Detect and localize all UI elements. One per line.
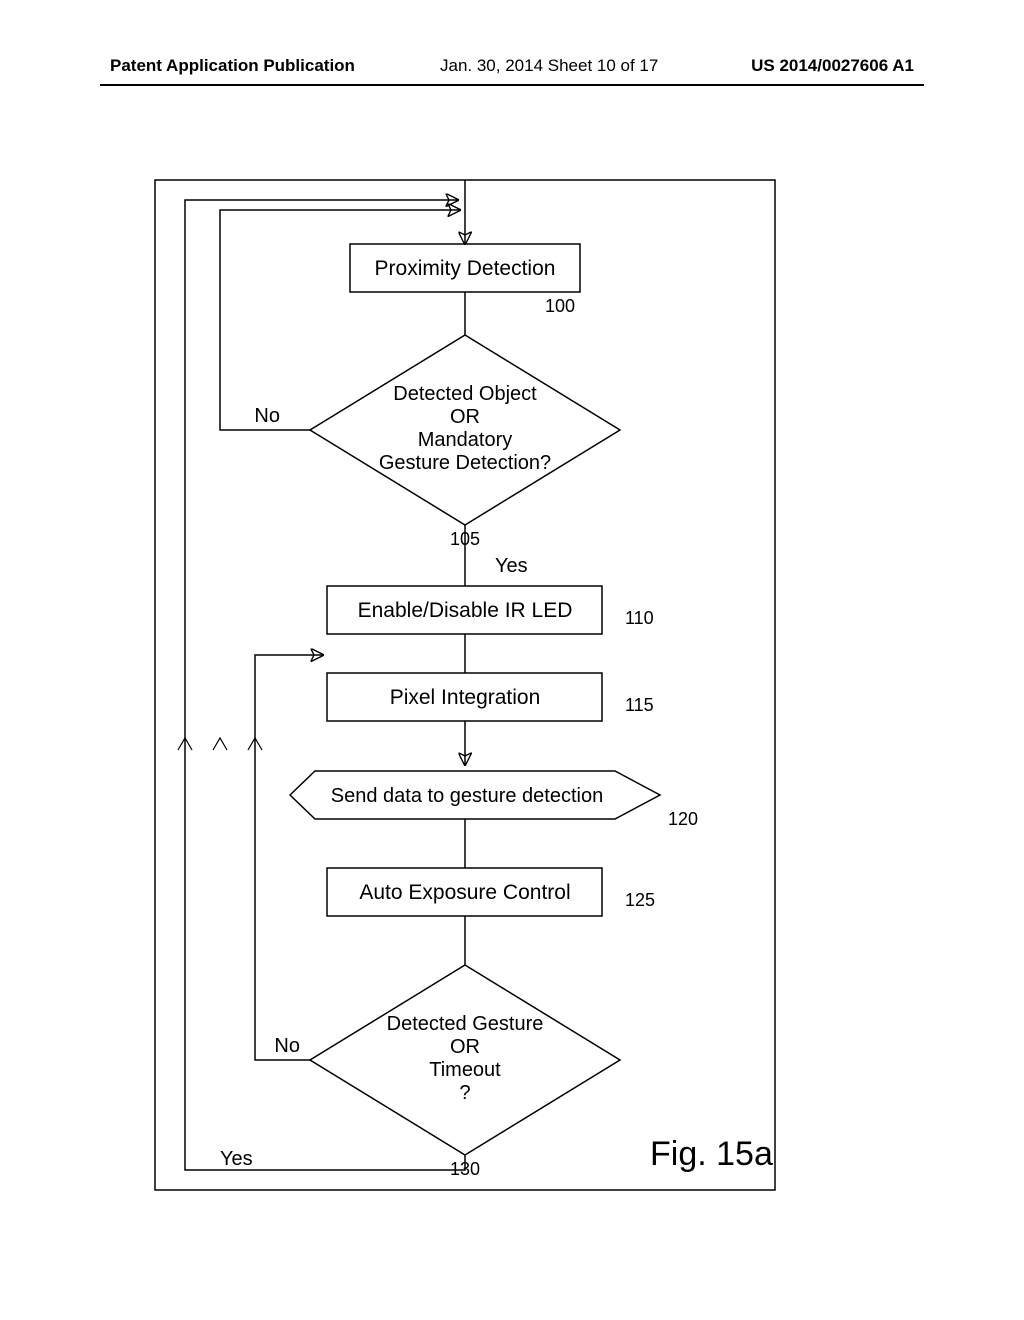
node-send-data-label: Send data to gesture detection <box>331 785 603 807</box>
node-125-ref: 125 <box>625 890 655 910</box>
loop-arrow-marker-mid <box>213 738 227 750</box>
node-110-ref: 110 <box>625 608 654 628</box>
edge-130-no-label: No <box>274 1035 300 1057</box>
edge-130-no-loop <box>255 655 323 1060</box>
edge-105-no-label: No <box>254 405 280 427</box>
node-130-line3: Timeout <box>429 1059 501 1081</box>
node-enable-ir-led-label: Enable/Disable IR LED <box>358 599 573 622</box>
edge-105-yes-label: Yes <box>495 555 528 577</box>
node-115-ref: 115 <box>625 695 654 715</box>
node-105-line2: OR <box>450 406 480 428</box>
page: Patent Application Publication Jan. 30, … <box>0 0 1024 1320</box>
node-130-line2: OR <box>450 1036 480 1058</box>
node-105-line1: Detected Object <box>393 383 537 405</box>
node-120-ref: 120 <box>668 809 698 829</box>
edge-130-yes-label: Yes <box>220 1148 253 1170</box>
node-proximity-detection-ref: 100 <box>545 296 575 316</box>
node-130-line4: ? <box>459 1082 470 1104</box>
node-105-line3: Mandatory <box>418 429 513 451</box>
node-105-line4: Gesture Detection? <box>379 452 551 474</box>
node-pixel-integration-label: Pixel Integration <box>390 686 541 709</box>
node-130-line1: Detected Gesture <box>387 1013 544 1035</box>
flowchart-svg: Proximity Detection 100 Detected Object … <box>0 0 1024 1320</box>
figure-label: Fig. 15a <box>650 1135 773 1173</box>
node-auto-exposure-label: Auto Exposure Control <box>359 881 570 904</box>
node-proximity-detection-label: Proximity Detection <box>375 257 556 280</box>
